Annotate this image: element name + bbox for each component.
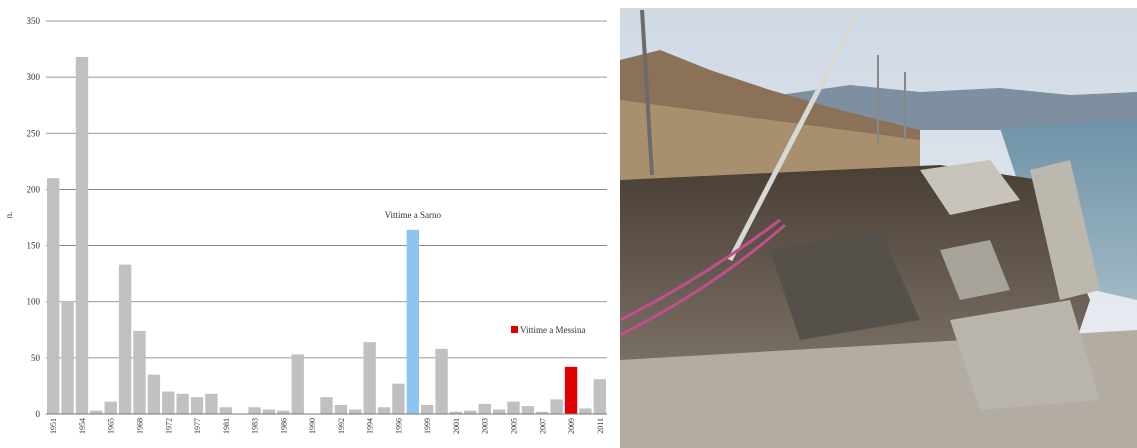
y-tick-label: 100 (27, 297, 41, 307)
bar (248, 407, 261, 414)
bar (492, 409, 506, 414)
x-tick-label: 2003 (481, 418, 490, 434)
bar (61, 301, 74, 414)
bar (176, 393, 189, 414)
bar (262, 409, 276, 414)
bar (75, 56, 89, 414)
x-tick-label: 1981 (222, 418, 231, 434)
x-tick-label: 1954 (78, 418, 87, 434)
bar (118, 264, 132, 414)
y-tick-label: 50 (31, 353, 41, 363)
bar (147, 374, 161, 414)
bar (593, 379, 606, 414)
bar (392, 383, 405, 414)
legend-label: Vittime a Messina (520, 325, 585, 335)
bar (190, 397, 204, 414)
annotation: Vittime a Sarno (385, 210, 442, 220)
bar (133, 330, 146, 414)
bar (90, 410, 103, 414)
bar (406, 229, 419, 414)
bar (536, 411, 549, 414)
bar (320, 397, 333, 414)
bar (449, 411, 463, 414)
x-tick-label: 1999 (423, 418, 432, 434)
x-tick-label: 1972 (164, 418, 173, 434)
bar (104, 401, 117, 414)
bar (521, 406, 535, 414)
bar (377, 407, 391, 414)
photo (620, 8, 1137, 448)
x-tick-label: 1951 (49, 418, 58, 434)
bar (363, 342, 376, 414)
bar (277, 410, 290, 414)
bar (349, 409, 362, 414)
bar (205, 393, 218, 414)
bar (579, 408, 592, 414)
x-tick-label: 1994 (366, 418, 375, 434)
bar (162, 391, 175, 414)
y-tick-label: 350 (27, 16, 41, 26)
y-tick-label: 150 (27, 241, 41, 251)
y-tick-label: 0 (36, 409, 41, 419)
bar (421, 405, 434, 414)
bar (47, 178, 60, 414)
x-tick-label: 1986 (279, 418, 288, 434)
y-tick-label: 300 (27, 72, 41, 82)
x-tick-label: 1977 (193, 418, 202, 434)
x-tick-label: 1983 (251, 418, 260, 434)
legend-swatch (511, 326, 518, 333)
y-axis-label: n. (4, 212, 14, 219)
x-tick-label: 2009 (567, 418, 576, 434)
x-tick-label: 1996 (394, 418, 403, 434)
bar (291, 354, 304, 414)
bar (550, 399, 563, 414)
x-tick-label: 2011 (596, 418, 605, 434)
bar (564, 366, 578, 414)
x-tick-label: 1968 (136, 418, 145, 434)
chart: n. 0 50 100 150 200 250 300 350 1951 1954 1965 1968… (4, 16, 607, 434)
bar (219, 407, 232, 414)
x-tick-label: 2001 (452, 418, 461, 434)
bar (334, 405, 348, 414)
x-tick-label: 2007 (538, 418, 547, 434)
x-tick-label: 1992 (337, 418, 346, 434)
bar (507, 401, 520, 414)
y-tick-label: 250 (27, 128, 41, 138)
x-tick-label: 2005 (510, 418, 519, 434)
bar (478, 403, 491, 414)
y-tick-label: 200 (27, 184, 41, 194)
bar (435, 348, 448, 414)
bar (464, 410, 477, 414)
x-tick-label: 1990 (308, 418, 317, 434)
x-tick-label: 1965 (107, 418, 116, 434)
